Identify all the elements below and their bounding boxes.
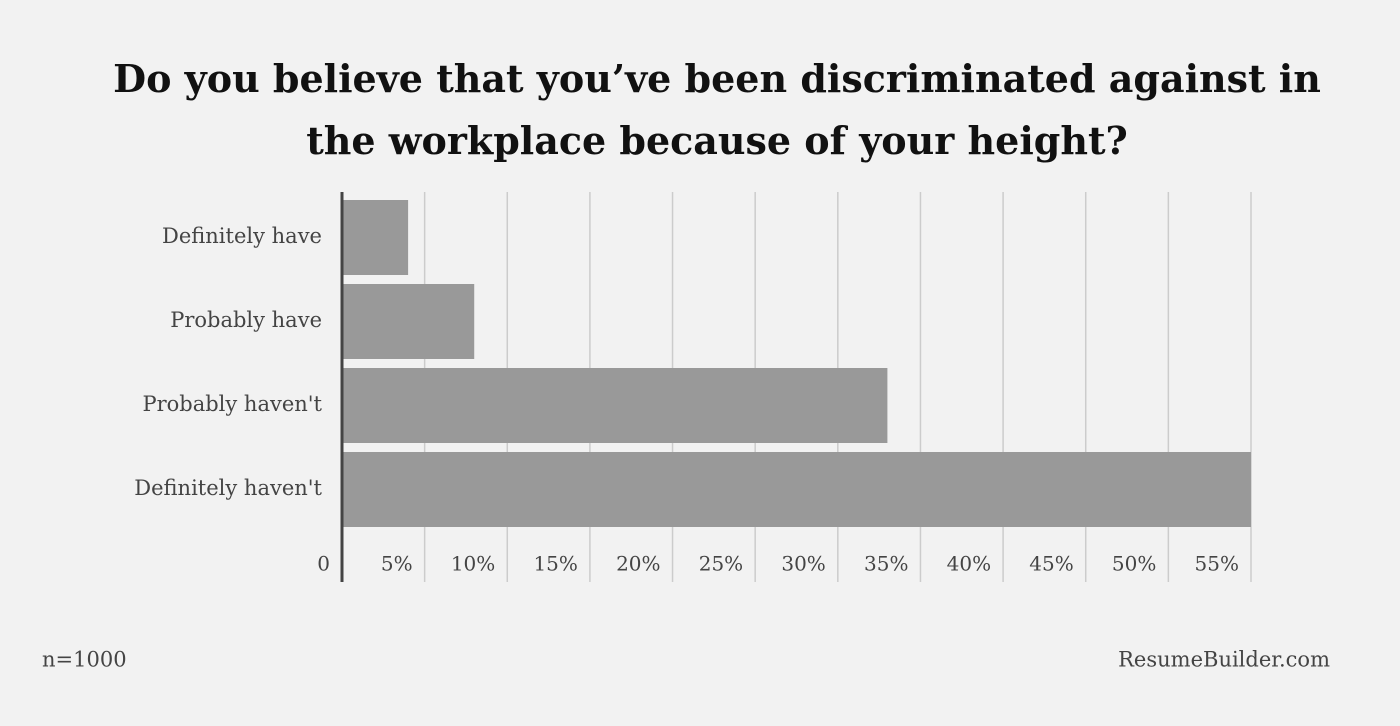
x-tick-label: 50% [1112, 552, 1156, 576]
bar [342, 284, 475, 359]
x-tick-label: 30% [781, 552, 825, 576]
bar [342, 368, 888, 443]
x-tick-label: 45% [1029, 552, 1073, 576]
x-tick-label: 5% [381, 552, 413, 576]
x-tick-label: 10% [451, 552, 495, 576]
y-tick-label: Probably haven't [142, 392, 322, 416]
x-tick-label: 55% [1195, 552, 1239, 576]
x-tick-label: 40% [947, 552, 991, 576]
y-tick-label: Definitely have [162, 224, 322, 248]
bar [342, 452, 1251, 527]
y-tick-label: Probably have [170, 308, 322, 332]
y-tick-label: Definitely haven't [134, 476, 322, 500]
x-tick-label: 25% [699, 552, 743, 576]
x-tick-label: 0 [317, 552, 330, 576]
x-tick-label: 15% [533, 552, 577, 576]
x-tick-label: 35% [864, 552, 908, 576]
x-tick-label: 20% [616, 552, 660, 576]
sample-note: n=1000 [42, 648, 127, 672]
bar [342, 200, 409, 275]
chart-title: Do you believe that you’ve been discrimi… [113, 56, 1321, 163]
source: ResumeBuilder.com [1118, 648, 1330, 672]
